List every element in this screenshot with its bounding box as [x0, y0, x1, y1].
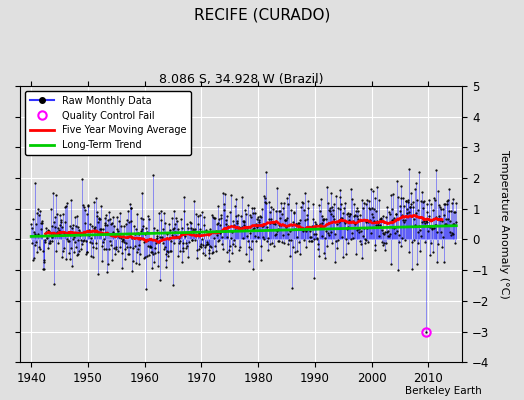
Text: Berkeley Earth: Berkeley Earth	[406, 386, 482, 396]
Y-axis label: Temperature Anomaly (°C): Temperature Anomaly (°C)	[499, 150, 509, 298]
Text: RECIFE (CURADO): RECIFE (CURADO)	[194, 8, 330, 23]
Title: 8.086 S, 34.928 W (Brazil): 8.086 S, 34.928 W (Brazil)	[159, 73, 323, 86]
Legend: Raw Monthly Data, Quality Control Fail, Five Year Moving Average, Long-Term Tren: Raw Monthly Data, Quality Control Fail, …	[25, 91, 191, 155]
